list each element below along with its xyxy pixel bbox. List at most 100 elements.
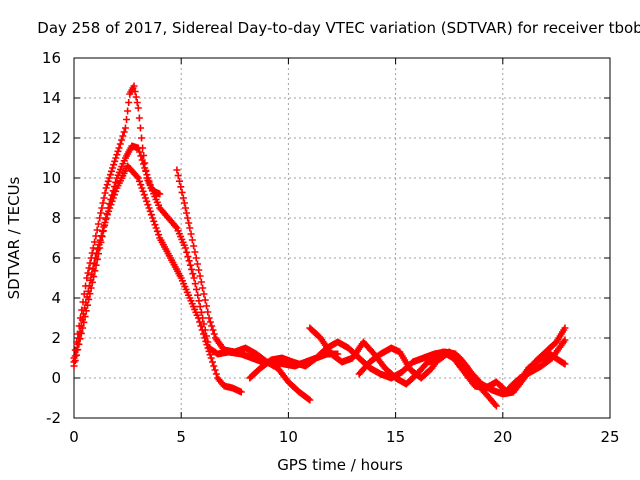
data-point xyxy=(98,204,106,212)
data-point xyxy=(134,174,142,182)
data-point xyxy=(105,174,113,182)
data-point xyxy=(94,220,102,228)
data-point xyxy=(156,190,164,198)
data-point xyxy=(91,254,99,262)
data-point xyxy=(206,318,214,326)
data-point xyxy=(113,151,121,159)
data-point xyxy=(201,296,209,304)
data-point xyxy=(155,231,163,239)
data-point xyxy=(124,107,132,115)
series-track-6 xyxy=(306,324,569,398)
data-point xyxy=(135,114,143,122)
data-point xyxy=(146,207,154,215)
data-point xyxy=(184,253,192,261)
data-point xyxy=(76,335,84,343)
data-point xyxy=(561,324,569,332)
data-point xyxy=(131,88,139,95)
data-point xyxy=(81,304,89,312)
data-point xyxy=(97,209,105,217)
data-point xyxy=(561,336,569,344)
data-point xyxy=(134,104,142,112)
data-point xyxy=(110,191,118,199)
data-point xyxy=(109,164,117,172)
data-point xyxy=(152,224,160,232)
data-point xyxy=(130,82,138,90)
data-point xyxy=(209,358,217,366)
data-point xyxy=(125,99,133,106)
data-point xyxy=(179,194,187,202)
data-point xyxy=(141,194,149,202)
plot-frame xyxy=(73,57,611,419)
data-point xyxy=(187,230,195,238)
data-point xyxy=(123,116,131,123)
data-point xyxy=(186,261,194,269)
data-point xyxy=(202,302,210,310)
data-point xyxy=(149,214,157,222)
x-tick-label: 0 xyxy=(69,428,79,446)
data-point xyxy=(138,156,146,164)
data-point xyxy=(83,293,91,301)
data-point xyxy=(90,260,98,268)
data-point xyxy=(192,254,200,262)
data-point xyxy=(91,238,99,246)
data-point xyxy=(87,276,95,284)
data-point xyxy=(139,160,147,168)
data-point xyxy=(183,248,191,256)
data-point xyxy=(95,241,103,249)
data-point xyxy=(132,93,140,101)
data-point xyxy=(85,282,93,290)
data-point xyxy=(74,340,82,348)
data-point xyxy=(105,207,113,215)
data-point xyxy=(305,395,313,403)
x-tick-label: 10 xyxy=(279,428,298,446)
y-tick-label: 8 xyxy=(51,209,61,227)
data-point xyxy=(199,330,207,338)
data-point xyxy=(80,310,88,318)
data-point xyxy=(212,370,220,378)
data-point xyxy=(112,187,120,195)
data-point xyxy=(196,318,204,326)
data-point xyxy=(196,272,204,280)
data-point xyxy=(193,260,201,268)
data-point xyxy=(178,188,186,196)
data-point xyxy=(195,266,203,274)
data-point xyxy=(146,181,154,189)
data-point xyxy=(147,211,155,219)
data-point xyxy=(204,344,212,352)
x-tick-label: 25 xyxy=(600,428,619,446)
x-tick-labels: 0 5 10 15 20 25 xyxy=(69,428,619,446)
data-point xyxy=(82,298,90,306)
y-tick-label: 10 xyxy=(42,169,61,187)
data-point xyxy=(191,248,199,256)
data-point xyxy=(134,144,142,152)
data-point xyxy=(101,189,109,197)
data-point xyxy=(190,242,198,250)
data-point xyxy=(139,187,147,195)
x-axis-label: GPS time / hours xyxy=(277,456,403,474)
data-point xyxy=(115,144,123,152)
data-point xyxy=(181,204,189,212)
data-point xyxy=(151,221,159,229)
data-point xyxy=(85,264,93,272)
data-point xyxy=(133,99,141,106)
data-point xyxy=(205,347,213,355)
y-tick-label: 2 xyxy=(51,329,61,347)
data-point xyxy=(116,140,124,148)
data-point xyxy=(93,250,101,258)
chart-title: Day 258 of 2017, Sidereal Day-to-day VTE… xyxy=(37,19,640,37)
data-point xyxy=(84,287,92,295)
data-point xyxy=(189,270,197,278)
data-point xyxy=(492,402,500,410)
data-point xyxy=(561,360,569,368)
y-tick-label: 6 xyxy=(51,249,61,267)
data-point xyxy=(137,152,145,160)
data-point xyxy=(89,265,97,273)
data-point xyxy=(111,157,119,165)
data-point xyxy=(102,214,110,222)
data-point xyxy=(88,271,96,279)
x-tick-label: 15 xyxy=(386,428,405,446)
data-point xyxy=(143,171,151,179)
y-tick-label: 16 xyxy=(42,49,61,67)
data-point xyxy=(89,244,97,252)
